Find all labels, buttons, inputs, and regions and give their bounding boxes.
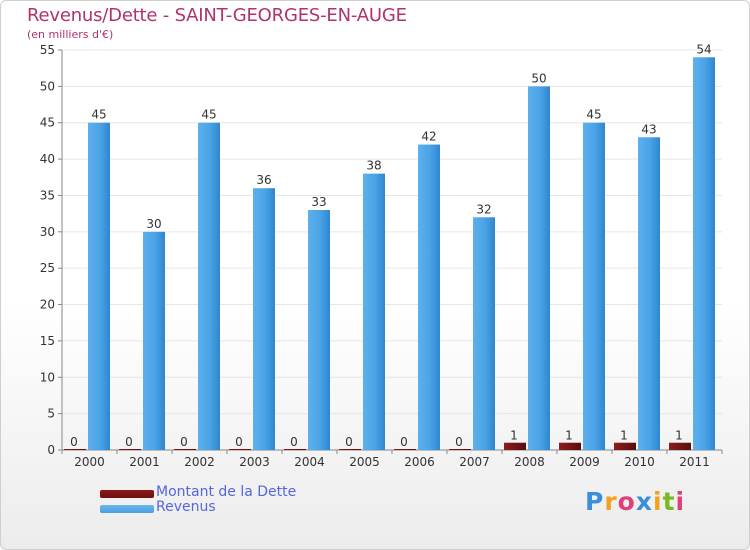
y-tick-label: 25 <box>40 261 55 275</box>
x-tick-label: 2007 <box>459 455 490 469</box>
x-tick-label: 2004 <box>294 455 325 469</box>
bar-revenus <box>693 57 715 450</box>
x-tick-label: 2002 <box>184 455 215 469</box>
y-tick-label: 5 <box>47 407 55 421</box>
legend-label-dette: Montant de la Dette <box>156 484 297 500</box>
data-label-revenus: 45 <box>91 108 106 122</box>
bar-dette <box>504 442 526 450</box>
bar-revenus <box>253 188 275 450</box>
y-tick-label: 10 <box>40 370 55 384</box>
bar-dette <box>614 442 636 450</box>
x-tick-label: 2006 <box>404 455 435 469</box>
data-label-dette: 0 <box>70 435 78 449</box>
data-label-dette: 1 <box>510 429 518 443</box>
y-tick-label: 15 <box>40 334 55 348</box>
bar-dette <box>559 442 581 450</box>
bar-dette <box>174 449 196 450</box>
y-tick-label: 45 <box>40 116 55 130</box>
logo-letter: r <box>604 487 618 516</box>
bar-dette <box>284 449 306 450</box>
bar-dette <box>64 449 86 450</box>
x-tick-label: 2010 <box>624 455 655 469</box>
data-label-dette: 1 <box>675 429 683 443</box>
x-tick-label: 2000 <box>74 455 105 469</box>
y-tick-label: 0 <box>47 443 55 457</box>
data-label-revenus: 38 <box>366 159 381 173</box>
bar-dette <box>669 442 691 450</box>
data-label-dette: 0 <box>455 435 463 449</box>
bar-revenus <box>198 122 220 451</box>
logo-letter: o <box>617 487 636 516</box>
y-tick-label: 50 <box>40 79 55 93</box>
logo-letter: t <box>662 487 676 516</box>
bar-dette <box>449 449 471 450</box>
bar-revenus <box>88 122 110 451</box>
y-tick-label: 20 <box>40 298 55 312</box>
data-label-dette: 0 <box>345 435 353 449</box>
data-label-revenus: 30 <box>146 217 161 231</box>
legend-swatch-revenus <box>100 505 154 513</box>
bar-revenus <box>143 231 165 450</box>
x-tick-label: 2001 <box>129 455 160 469</box>
x-tick-label: 2008 <box>514 455 545 469</box>
data-label-revenus: 43 <box>641 122 656 136</box>
legend-swatch-dette <box>100 490 154 498</box>
logo-letter: P <box>585 487 605 516</box>
logo-letter: i <box>675 487 686 516</box>
bar-revenus <box>638 137 660 451</box>
data-label-dette: 0 <box>400 435 408 449</box>
data-label-revenus: 45 <box>586 108 601 122</box>
bar-revenus <box>583 122 605 451</box>
bar-dette <box>339 449 361 450</box>
bar-revenus <box>308 210 330 450</box>
data-label-revenus: 33 <box>311 195 326 209</box>
y-tick-label: 35 <box>40 188 55 202</box>
data-label-revenus: 50 <box>531 71 546 85</box>
y-tick-label: 55 <box>40 43 55 57</box>
bar-dette <box>394 449 416 450</box>
logo-letter: x <box>635 487 653 516</box>
chart-subtitle: (en milliers d'€) <box>27 28 114 41</box>
bar-revenus <box>473 217 495 450</box>
logo-letter: i <box>653 487 663 516</box>
y-tick-label: 30 <box>40 225 55 239</box>
x-tick-label: 2011 <box>679 455 710 469</box>
data-label-dette: 1 <box>620 429 628 443</box>
bar-revenus <box>363 173 385 451</box>
data-label-dette: 0 <box>290 435 298 449</box>
x-tick-label: 2003 <box>239 455 270 469</box>
bar-revenus <box>528 86 550 450</box>
chart-title: Revenus/Dette - SAINT-GEORGES-EN-AUGE <box>27 5 407 26</box>
data-label-dette: 0 <box>180 435 188 449</box>
data-label-revenus: 45 <box>201 108 216 122</box>
proxiti-logo: Proxiti <box>585 487 685 516</box>
x-tick-label: 2005 <box>349 455 380 469</box>
x-tick-label: 2009 <box>569 455 600 469</box>
data-label-dette: 1 <box>565 429 573 443</box>
bar-dette <box>119 449 141 450</box>
legend-label-revenus: Revenus <box>156 499 216 515</box>
data-label-dette: 0 <box>235 435 243 449</box>
data-label-revenus: 54 <box>696 42 711 56</box>
bar-dette <box>229 449 251 450</box>
data-label-revenus: 32 <box>476 202 491 216</box>
y-tick-label: 40 <box>40 152 55 166</box>
data-label-revenus: 36 <box>256 173 271 187</box>
bar-revenus <box>418 144 440 450</box>
data-label-dette: 0 <box>125 435 133 449</box>
bar-chart: 0510152025303540455055045200003020010452… <box>40 42 723 469</box>
data-label-revenus: 42 <box>421 130 436 144</box>
